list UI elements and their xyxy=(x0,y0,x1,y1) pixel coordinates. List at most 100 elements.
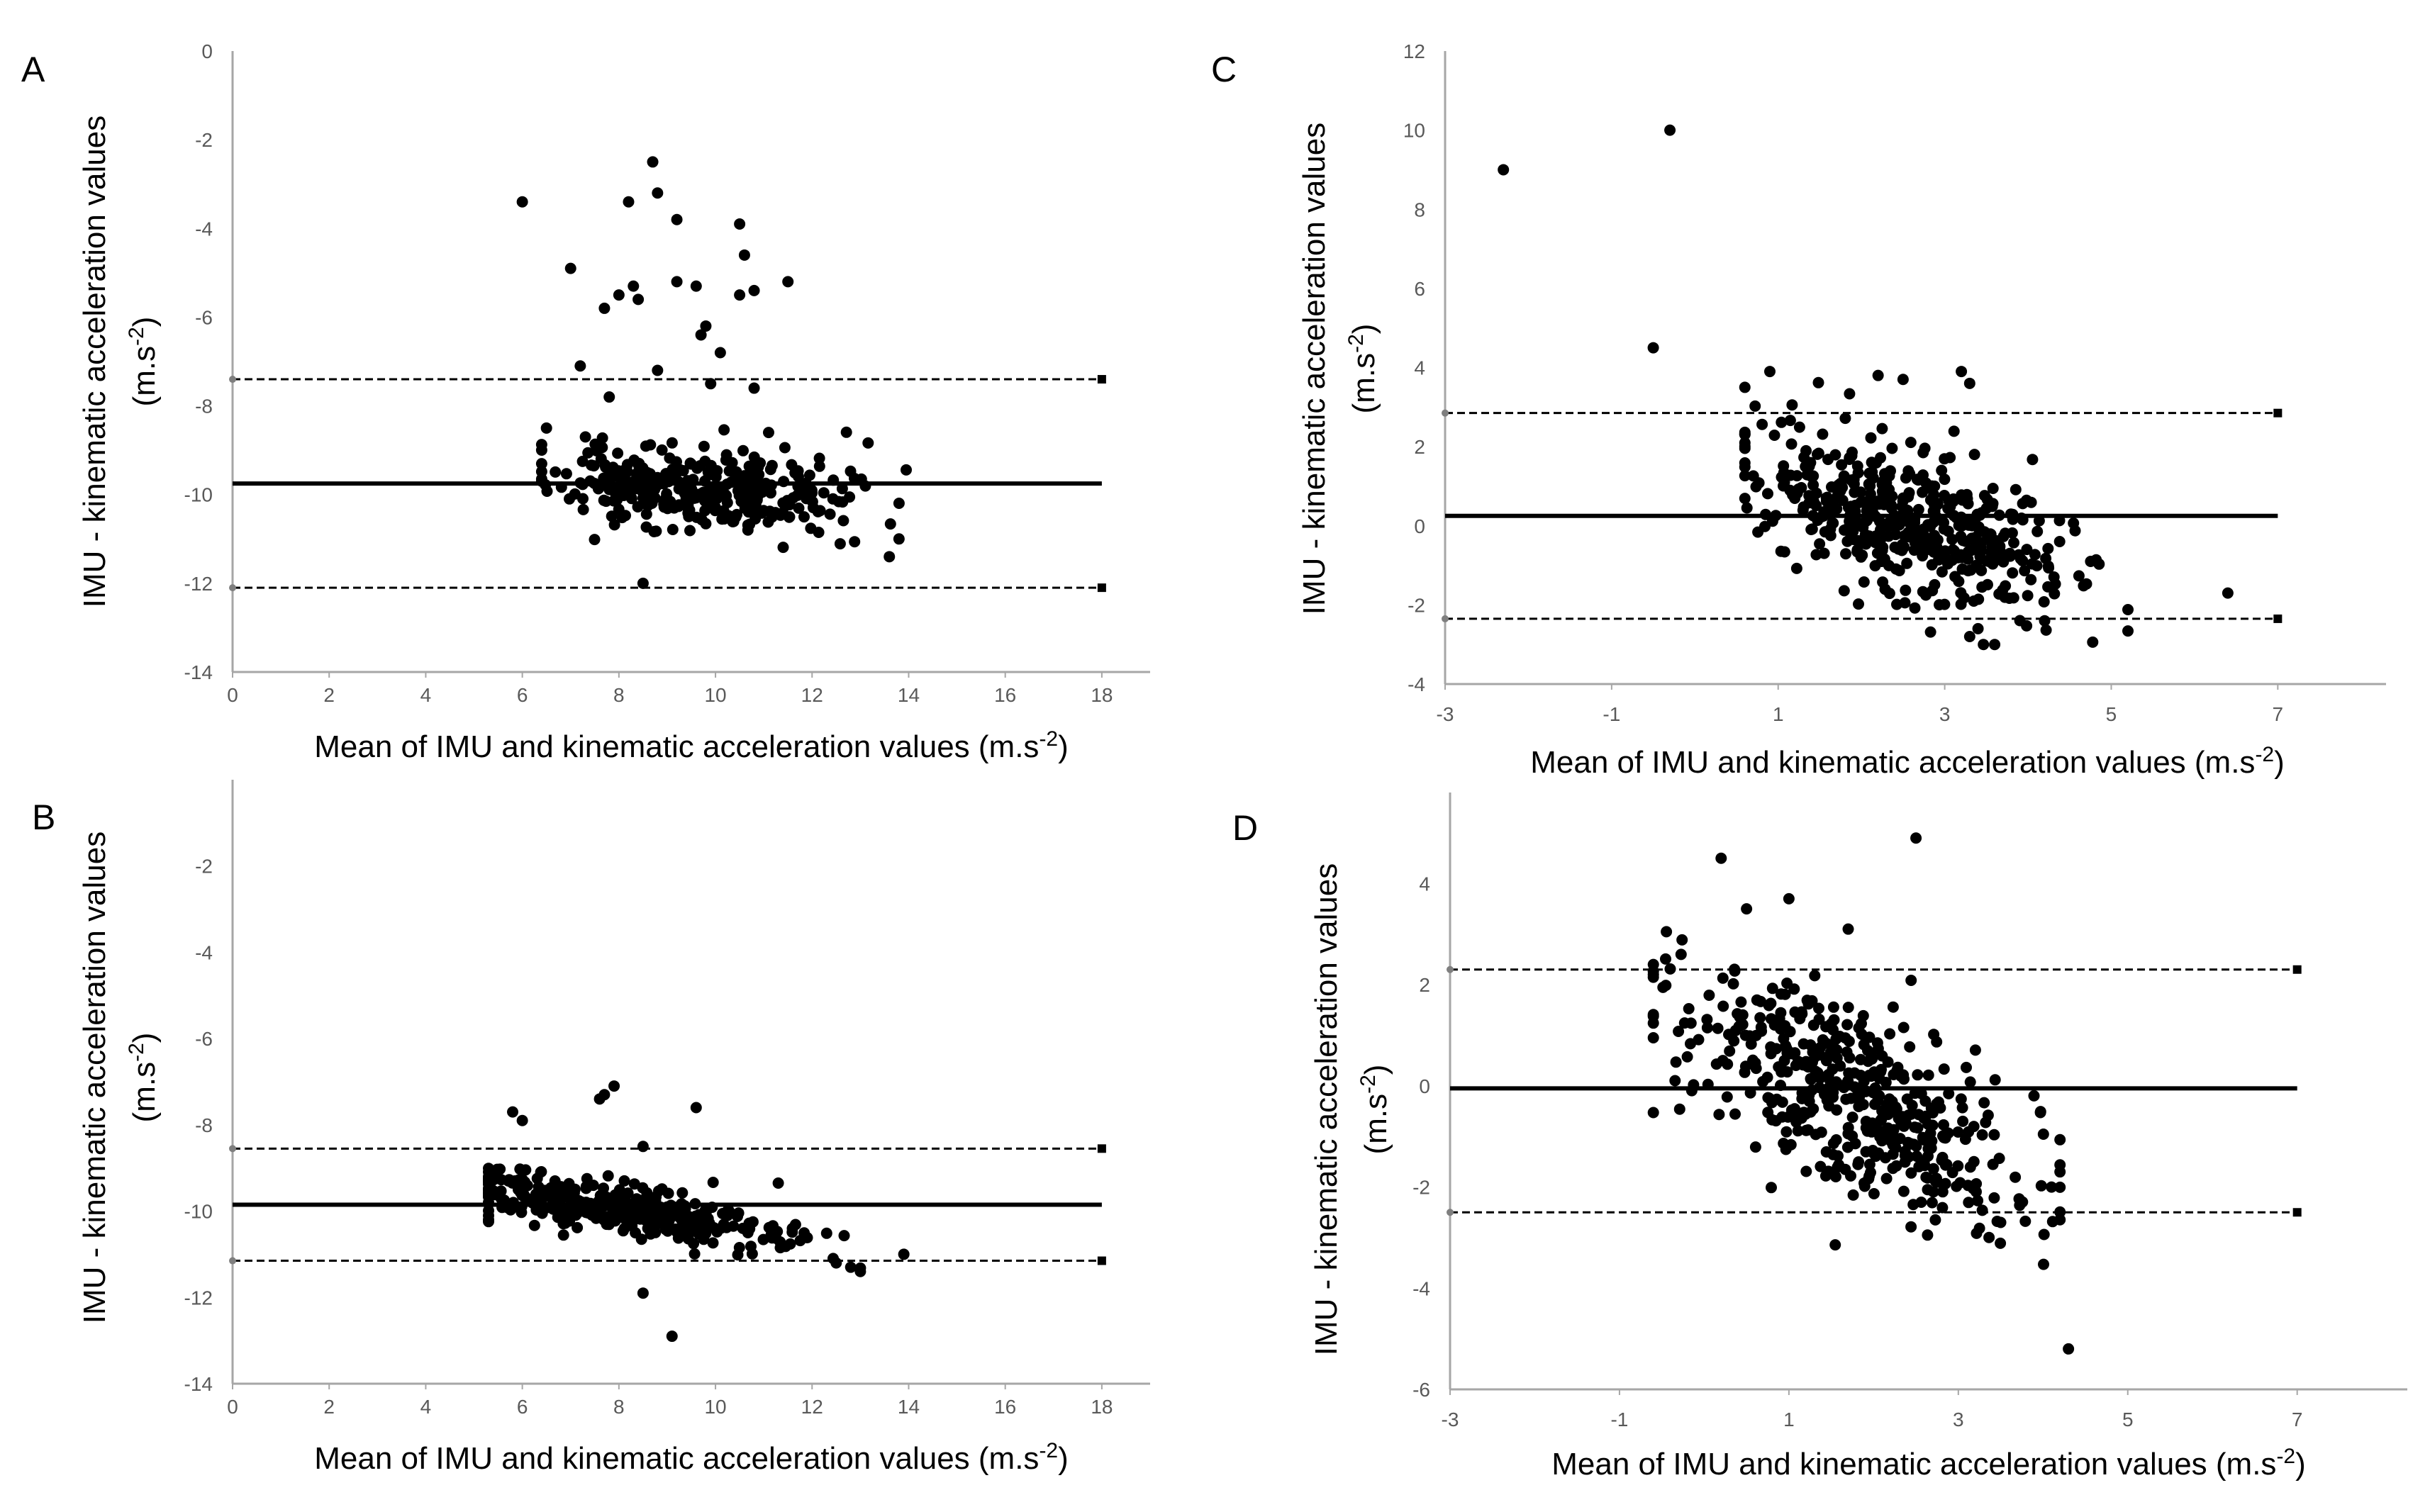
data-point-a xyxy=(673,499,685,511)
y-axis-unit-c: (m.s-2) xyxy=(1344,324,1381,414)
data-point-b xyxy=(608,1080,620,1092)
data-point-b xyxy=(643,1214,655,1226)
data-point-d xyxy=(1827,1138,1839,1150)
data-point-d xyxy=(1820,1037,1832,1049)
data-point-b xyxy=(675,1214,687,1225)
data-point-d xyxy=(1647,1009,1659,1021)
data-point-d xyxy=(1803,1095,1815,1107)
data-point-a xyxy=(802,481,814,493)
data-point-a xyxy=(627,481,639,493)
data-point-d xyxy=(1681,1051,1693,1063)
x-tick-label-a: 16 xyxy=(994,684,1016,706)
data-point-a xyxy=(884,551,896,563)
data-point-d xyxy=(1978,1097,1990,1109)
data-point-c xyxy=(1883,559,1895,571)
data-point-d xyxy=(1982,1109,1994,1121)
data-point-c xyxy=(1939,474,1951,486)
data-point-c xyxy=(1647,342,1659,354)
y-tick-label-a: -8 xyxy=(195,396,213,418)
data-point-d xyxy=(1846,1111,1858,1124)
data-point-d xyxy=(1846,1130,1858,1142)
data-point-c xyxy=(2122,625,2134,637)
data-point-d xyxy=(1963,1197,1975,1209)
data-point-b xyxy=(483,1187,494,1199)
data-point-b xyxy=(706,1202,718,1214)
x-tick-label-d: 1 xyxy=(1783,1409,1795,1430)
data-point-d xyxy=(1710,1058,1722,1070)
data-point-a xyxy=(598,472,610,484)
data-point-d xyxy=(2038,1228,2050,1241)
data-point-c xyxy=(1849,486,1861,498)
panel-b: B 0 2 4 6 8 10 12 14 16 18 -2 -4 -6 -8 -10 -12 -14 Mean o… xyxy=(32,780,1150,1476)
data-point-c xyxy=(1827,517,1839,529)
data-point-a xyxy=(837,515,849,527)
panel-a: A 0 2 4 6 8 10 12 14 16 18 0 -2 -4 -6 -8 -10 -12 -14 Mean … xyxy=(21,40,1150,764)
data-point-c xyxy=(1866,457,1878,469)
data-point-d xyxy=(1721,1091,1733,1103)
data-point-d xyxy=(1854,1092,1865,1104)
data-point-c xyxy=(2017,498,2029,510)
x-axis-label-exponent-a: -2 xyxy=(1039,727,1058,751)
data-point-a xyxy=(550,466,562,478)
data-point-d xyxy=(1872,1043,1884,1055)
x-tick-label-c: -3 xyxy=(1437,703,1454,725)
data-point-c xyxy=(1971,508,1983,520)
data-point-a xyxy=(652,187,664,199)
data-point-c xyxy=(1896,544,1908,556)
panel-d: D -3 -1 1 3 5 7 4 2 0 -2 -4 -6 Mean of IMU and kinem… xyxy=(1232,793,2407,1482)
data-point-a xyxy=(695,329,707,341)
data-point-a xyxy=(685,458,697,470)
data-point-c xyxy=(2000,527,2011,539)
data-point-a xyxy=(606,510,618,522)
y-axis-unit-close-c: ) xyxy=(1347,324,1381,335)
y-tick-label-c: 8 xyxy=(1414,198,1425,220)
data-point-d xyxy=(1781,978,1793,989)
data-point-c xyxy=(2027,454,2039,466)
data-point-d xyxy=(1789,1006,1801,1018)
data-point-d xyxy=(2063,1343,2075,1355)
data-point-c xyxy=(1876,422,1888,435)
data-point-d xyxy=(1745,1038,1757,1050)
data-point-a xyxy=(683,510,695,522)
data-point-a xyxy=(652,364,664,376)
data-point-c xyxy=(1987,498,1999,510)
data-point-c xyxy=(2042,542,2054,554)
data-point-c xyxy=(1739,457,1751,469)
data-point-c xyxy=(1787,489,1799,501)
data-point-a xyxy=(574,477,586,489)
data-point-c xyxy=(1844,388,1856,400)
data-point-c xyxy=(1951,512,1962,524)
x-axis-label-c: Mean of IMU and kinematic acceleration v… xyxy=(1530,743,2285,780)
data-point-d xyxy=(1827,1024,1839,1036)
x-axis-label-close-b: ) xyxy=(1058,1441,1069,1476)
x-tick-label-a: 18 xyxy=(1091,684,1113,706)
data-point-a xyxy=(560,468,572,480)
data-point-d xyxy=(1802,1124,1814,1136)
data-point-a xyxy=(791,489,803,501)
data-point-c xyxy=(1812,448,1823,460)
data-point-d xyxy=(1969,1044,1981,1056)
data-point-a xyxy=(834,538,846,550)
data-point-d xyxy=(1822,1069,1834,1081)
y-tick-label-c: 4 xyxy=(1414,357,1425,379)
data-point-d xyxy=(1964,1161,1976,1173)
data-point-d xyxy=(1898,1073,1910,1085)
data-point-c xyxy=(1876,544,1888,556)
data-point-c xyxy=(1939,490,1951,501)
data-point-c xyxy=(1739,493,1751,505)
data-point-d xyxy=(1807,1056,1818,1068)
data-point-d xyxy=(1926,1197,1938,1209)
data-point-d xyxy=(1971,1186,1982,1198)
data-point-d xyxy=(1867,1087,1879,1099)
data-point-c xyxy=(1839,413,1851,425)
data-point-b xyxy=(666,1331,678,1343)
data-point-a xyxy=(761,481,773,493)
data-point-c xyxy=(1812,376,1824,388)
data-point-a xyxy=(901,464,912,476)
data-point-d xyxy=(1853,1022,1865,1034)
data-point-a xyxy=(589,478,601,489)
x-axis-label-close-a: ) xyxy=(1058,729,1069,764)
y-tick-label-d: -6 xyxy=(1412,1379,1430,1401)
data-point-c xyxy=(1902,527,1915,539)
data-point-d xyxy=(1660,980,1672,992)
